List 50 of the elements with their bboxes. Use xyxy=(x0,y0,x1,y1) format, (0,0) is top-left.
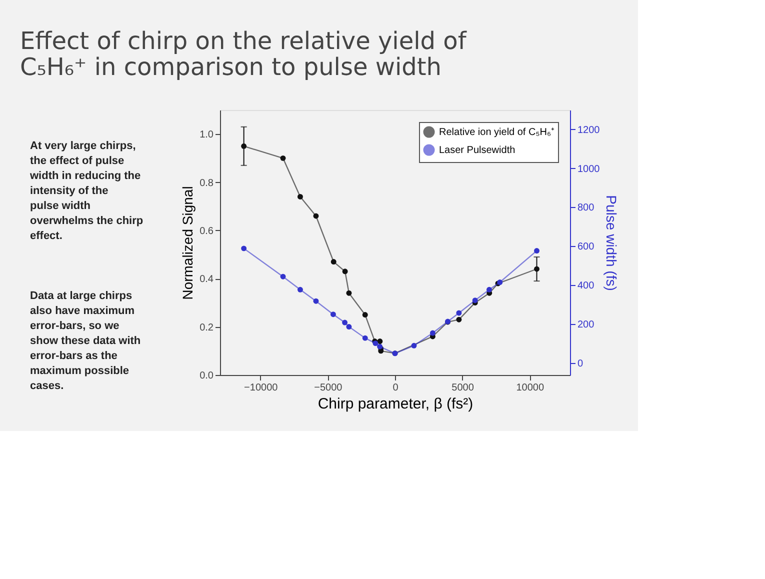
point xyxy=(342,268,348,274)
legend-label: Relative ion yield of C₅H₆⁺ xyxy=(439,127,555,138)
y-tick-label: 0.4 xyxy=(200,274,214,286)
point xyxy=(372,340,378,346)
y2-tick-label: 200 xyxy=(578,319,595,330)
point xyxy=(411,342,417,348)
y-tick-label: 0.0 xyxy=(200,370,214,382)
point xyxy=(430,330,436,336)
point xyxy=(346,324,352,330)
y-tick-label: 0.2 xyxy=(200,322,214,334)
point xyxy=(313,213,319,219)
point xyxy=(330,259,336,265)
point xyxy=(534,248,540,254)
x-tick-label: −5000 xyxy=(314,382,343,394)
point xyxy=(362,312,368,318)
text: Data at large chirps also have maximum error-bars, so we show these data with error-bars as the maximum possible cases. xyxy=(30,290,141,392)
x-tick-label: 5000 xyxy=(452,382,474,394)
y2-tick-label: 600 xyxy=(578,242,595,253)
y-tick-label: 1.0 xyxy=(200,130,214,141)
y2-tick-label: 800 xyxy=(578,202,595,214)
x-tick-label: −10000 xyxy=(244,382,278,394)
y-axis-title: Normalized Signal xyxy=(180,186,196,300)
y2-tick-label: 1200 xyxy=(578,124,600,136)
point xyxy=(241,246,247,252)
x-tick-label: 10000 xyxy=(516,382,544,394)
y-tick-label: 0.6 xyxy=(200,226,214,237)
text: At very large chirps, the effect of pulse width in reducing the intensity of the pulse width overwhelms the chirp effect. xyxy=(29,140,144,242)
point xyxy=(472,298,478,304)
point xyxy=(342,320,348,326)
point xyxy=(456,310,462,316)
point xyxy=(330,312,336,318)
y2-tick-label: 0 xyxy=(578,358,584,370)
y-tick-label: 0.8 xyxy=(200,178,214,189)
point xyxy=(456,316,462,322)
point xyxy=(486,286,492,292)
legend-label: Laser Pulsewidth xyxy=(439,145,516,156)
x-axis-title: Chirp parameter, β (fs²) xyxy=(318,396,474,412)
point xyxy=(313,298,319,304)
point xyxy=(362,335,368,341)
y2-tick-label: 1000 xyxy=(578,164,600,175)
point xyxy=(280,155,286,161)
x-tick-label: 0 xyxy=(392,382,399,394)
point xyxy=(377,338,383,344)
point xyxy=(346,290,352,296)
chart-title: Effect of chirp on the relative yield of C₅H₆⁺ in comparison to pulse width xyxy=(20,27,467,81)
point xyxy=(280,274,286,280)
y2-tick-label: 400 xyxy=(578,280,595,292)
point xyxy=(297,286,303,292)
point xyxy=(297,194,303,200)
y2-axis-title: Pulse width (fs) xyxy=(604,195,620,291)
